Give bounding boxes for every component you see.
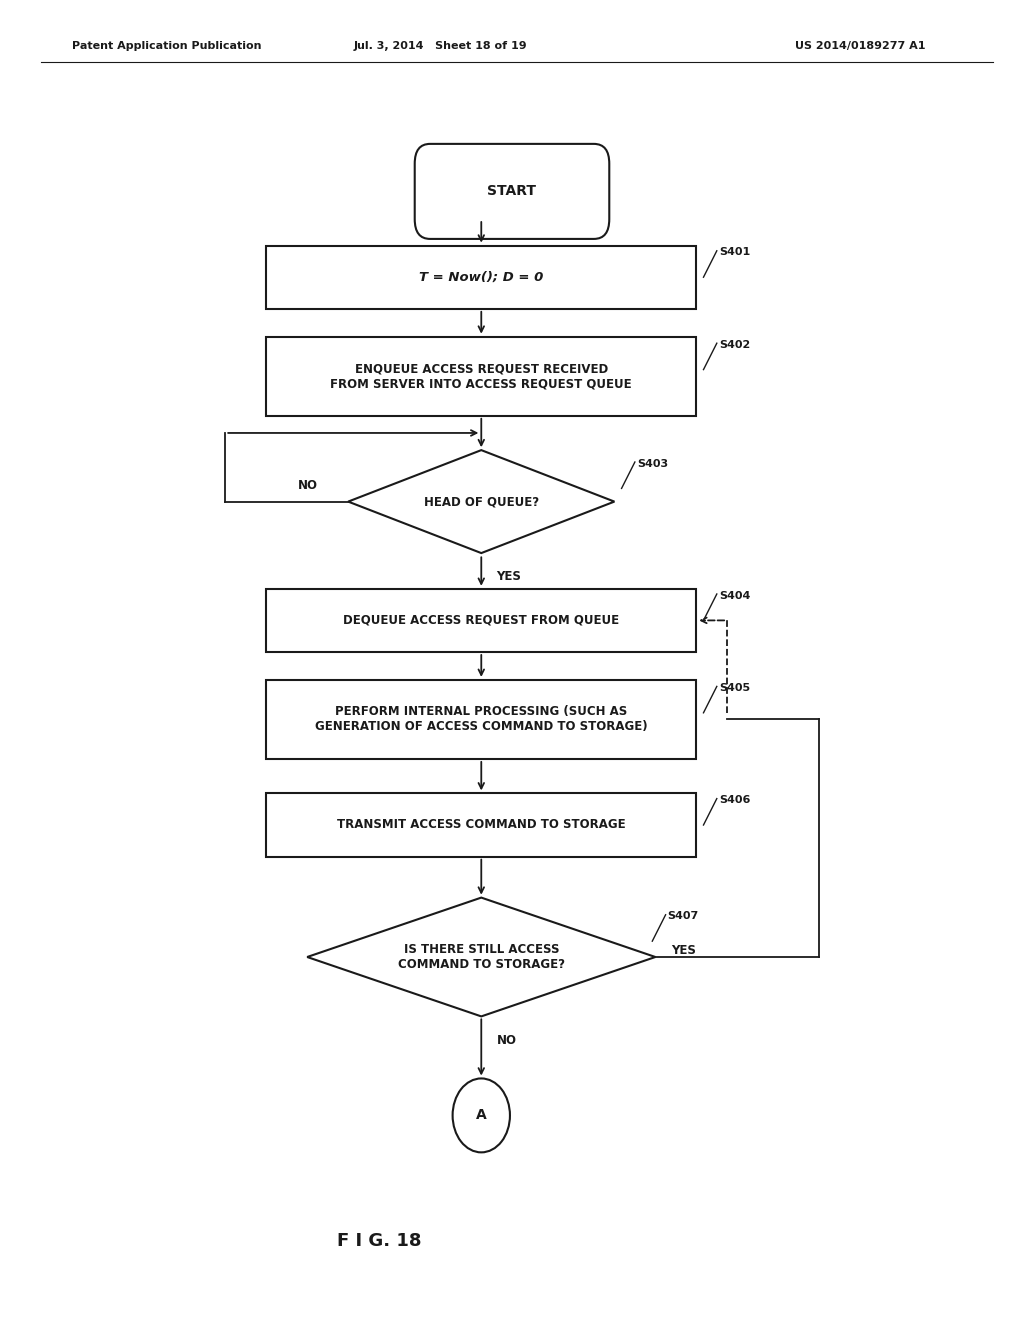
Text: S401: S401: [719, 247, 751, 257]
Text: S406: S406: [719, 795, 751, 805]
Text: PERFORM INTERNAL PROCESSING (SUCH AS
GENERATION OF ACCESS COMMAND TO STORAGE): PERFORM INTERNAL PROCESSING (SUCH AS GEN…: [315, 705, 647, 734]
Text: ENQUEUE ACCESS REQUEST RECEIVED
FROM SERVER INTO ACCESS REQUEST QUEUE: ENQUEUE ACCESS REQUEST RECEIVED FROM SER…: [331, 362, 632, 391]
Text: S407: S407: [668, 911, 699, 921]
Text: US 2014/0189277 A1: US 2014/0189277 A1: [795, 41, 926, 51]
Bar: [266, 793, 696, 857]
Text: S404: S404: [719, 590, 751, 601]
Bar: [266, 680, 696, 759]
Bar: [266, 246, 696, 309]
Bar: [266, 337, 696, 416]
Text: Jul. 3, 2014   Sheet 18 of 19: Jul. 3, 2014 Sheet 18 of 19: [353, 41, 527, 51]
Text: YES: YES: [497, 570, 521, 583]
Circle shape: [453, 1078, 510, 1152]
Text: YES: YES: [671, 944, 695, 957]
Text: NO: NO: [497, 1034, 517, 1047]
Polygon shape: [348, 450, 614, 553]
FancyBboxPatch shape: [415, 144, 609, 239]
Text: HEAD OF QUEUE?: HEAD OF QUEUE?: [424, 495, 539, 508]
Text: T = Now(); D = 0: T = Now(); D = 0: [419, 271, 544, 284]
Text: Patent Application Publication: Patent Application Publication: [72, 41, 261, 51]
Text: IS THERE STILL ACCESS
COMMAND TO STORAGE?: IS THERE STILL ACCESS COMMAND TO STORAGE…: [397, 942, 565, 972]
Text: S402: S402: [719, 339, 751, 350]
Text: START: START: [487, 185, 537, 198]
Text: S405: S405: [719, 682, 750, 693]
Text: NO: NO: [297, 479, 317, 492]
Text: A: A: [476, 1109, 486, 1122]
Bar: [266, 589, 696, 652]
Text: DEQUEUE ACCESS REQUEST FROM QUEUE: DEQUEUE ACCESS REQUEST FROM QUEUE: [343, 614, 620, 627]
Text: F I G. 18: F I G. 18: [337, 1232, 421, 1250]
Text: TRANSMIT ACCESS COMMAND TO STORAGE: TRANSMIT ACCESS COMMAND TO STORAGE: [337, 818, 626, 832]
Polygon shape: [307, 898, 655, 1016]
Text: S403: S403: [637, 458, 668, 469]
